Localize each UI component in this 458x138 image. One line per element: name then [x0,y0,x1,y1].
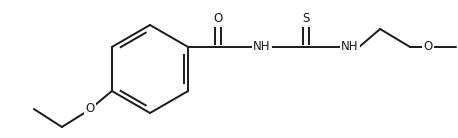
Text: NH: NH [341,40,359,54]
Text: S: S [302,13,310,26]
Text: O: O [213,13,223,26]
Text: NH: NH [253,40,271,54]
Text: O: O [424,40,433,54]
Text: O: O [85,103,94,116]
